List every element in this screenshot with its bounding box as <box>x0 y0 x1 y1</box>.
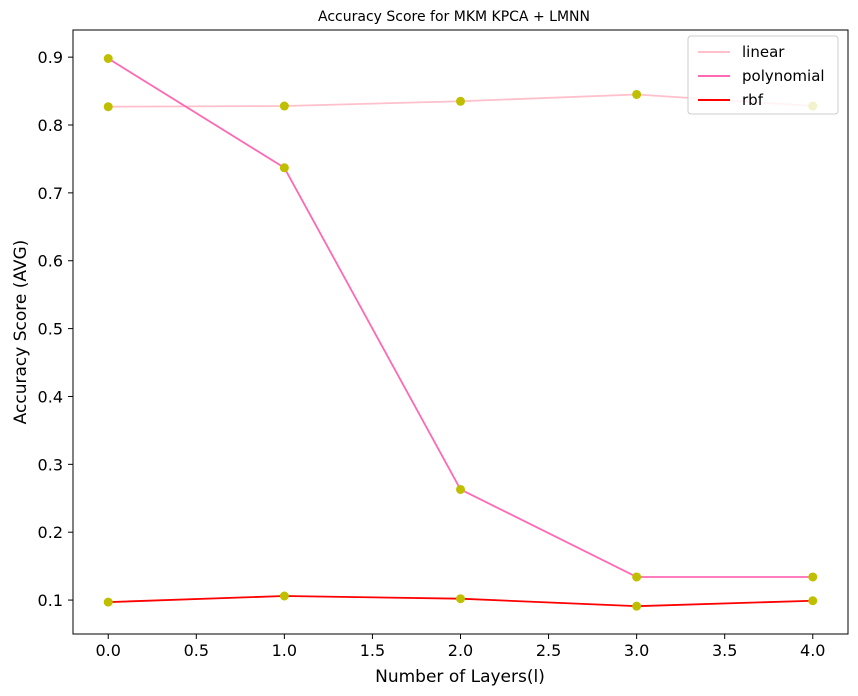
x-tick-label: 1.0 <box>272 641 297 660</box>
plot-area <box>72 29 849 635</box>
data-point-rbf <box>808 596 818 606</box>
y-tick-label: 0.2 <box>38 523 63 542</box>
legend-label-polynomial: polynomial <box>742 67 825 85</box>
data-point-rbf <box>103 597 113 607</box>
x-tick-label: 2.5 <box>536 641 561 660</box>
x-tick-label: 4.0 <box>800 641 825 660</box>
x-tick-label: 3.0 <box>624 641 649 660</box>
y-axis-label: Accuracy Score (AVG) <box>11 240 31 425</box>
data-point-rbf <box>456 594 465 604</box>
y-tick-label: 0.5 <box>38 320 63 339</box>
data-point-polynomial <box>456 484 465 494</box>
data-point-polynomial <box>103 54 113 64</box>
x-tick-label: 3.5 <box>712 641 737 660</box>
x-tick-label: 1.5 <box>360 641 385 660</box>
y-axis-ticks: 0.1 0.2 0.3 0.4 0.5 0.6 0.7 0.8 0.9 <box>38 48 73 610</box>
chart-title: Accuracy Score for MKM KPCA + LMNN <box>318 9 590 25</box>
y-tick-label: 0.6 <box>38 252 63 271</box>
y-tick-label: 0.1 <box>38 591 63 610</box>
x-tick-label: 0.0 <box>96 641 121 660</box>
data-point-polynomial <box>279 163 289 173</box>
data-point-linear <box>632 89 642 99</box>
legend-box <box>687 35 839 115</box>
y-tick-label: 0.9 <box>38 48 63 67</box>
y-tick-label: 0.7 <box>38 184 63 203</box>
y-tick-label: 0.8 <box>38 116 63 135</box>
x-tick-label: 0.5 <box>184 641 209 660</box>
x-tick-label: 2.0 <box>448 641 473 660</box>
legend-label-linear: linear <box>742 43 785 61</box>
x-axis-ticks: 0.0 0.5 1.0 1.5 2.0 2.5 3.0 3.5 4.0 <box>96 634 825 660</box>
legend: linear polynomial rbf <box>687 35 839 115</box>
data-point-rbf <box>279 591 289 601</box>
data-point-rbf <box>632 601 642 611</box>
data-point-linear <box>103 102 113 112</box>
y-tick-label: 0.4 <box>38 387 63 406</box>
x-axis-label: Number of Layers(l) <box>375 667 545 687</box>
data-point-polynomial <box>808 572 818 582</box>
data-point-linear <box>279 101 289 111</box>
data-point-linear <box>456 96 465 106</box>
legend-label-rbf: rbf <box>742 91 764 109</box>
y-tick-label: 0.3 <box>38 455 63 474</box>
data-point-polynomial <box>632 572 642 582</box>
